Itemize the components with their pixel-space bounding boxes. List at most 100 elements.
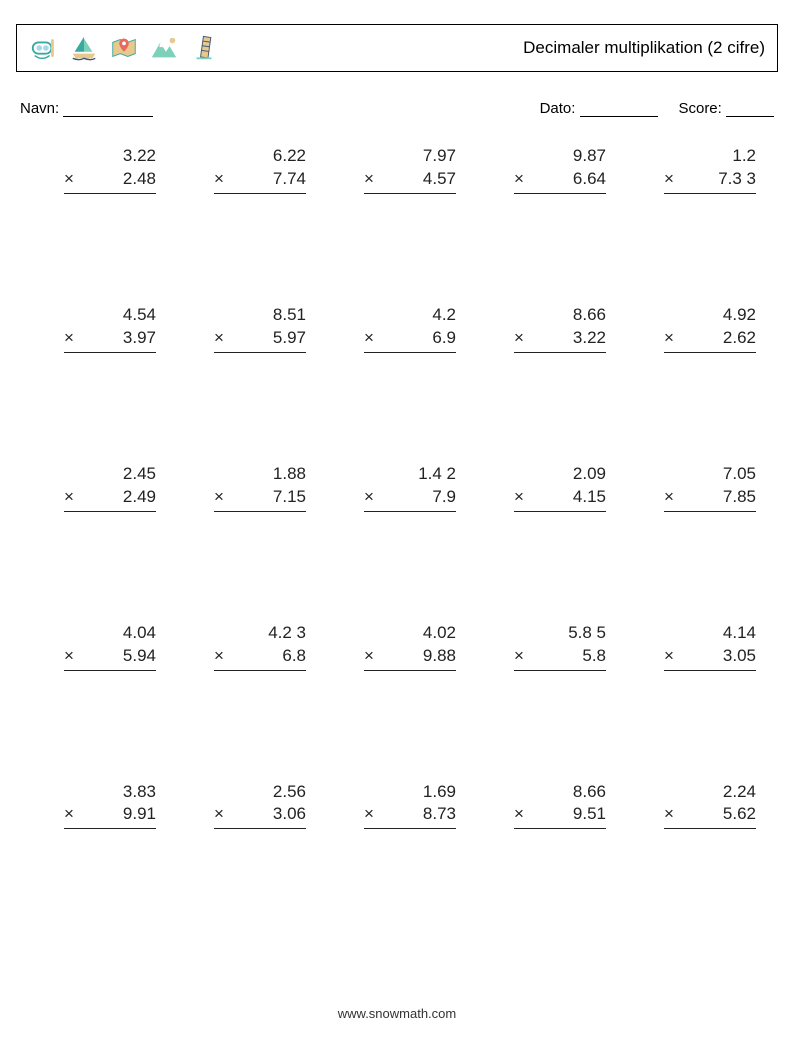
multiplication-problem: 5.8 5× 5.8 — [514, 622, 606, 671]
multiplicand: 4.14 — [664, 622, 756, 645]
multiplicand: 8.51 — [214, 304, 306, 327]
mountain-icon — [149, 33, 179, 63]
operator: × — [64, 327, 94, 350]
score-label: Score: — [678, 100, 721, 117]
score-blank — [726, 102, 774, 117]
multiplier: 4.57 — [423, 168, 456, 191]
multiplier-row: ×7.85 — [664, 486, 756, 512]
multiplier: 5.62 — [723, 803, 756, 826]
operator: × — [514, 327, 544, 350]
problem-cell: 8.51×5.97 — [172, 304, 322, 353]
multiplication-problem: 8.66×9.51 — [514, 781, 606, 830]
multiplier: 2.49 — [123, 486, 156, 509]
operator: × — [214, 327, 244, 350]
multiplier-row: ×9.51 — [514, 803, 606, 829]
multiplier: 6.64 — [573, 168, 606, 191]
multiplier-row: × 5.8 — [514, 645, 606, 671]
problem-cell: 8.66×9.51 — [472, 781, 622, 830]
multiplication-problem: 2.24×5.62 — [664, 781, 756, 830]
multiplicand: 9.87 — [514, 145, 606, 168]
date-blank — [580, 102, 658, 117]
name-blank — [63, 102, 153, 117]
multiplicand: 7.97 — [364, 145, 456, 168]
multiplicand: 4.2 — [364, 304, 456, 327]
snorkel-icon — [29, 33, 59, 63]
tower-icon — [189, 33, 219, 63]
multiplication-problem: 6.22×7.74 — [214, 145, 306, 194]
multiplier-row: ×2.48 — [64, 168, 156, 194]
problem-cell: 4.92×2.62 — [622, 304, 772, 353]
multiplication-problem: 2.45×2.49 — [64, 463, 156, 512]
problem-cell: 4.2 3×6.8 — [172, 622, 322, 671]
multiplier-row: × 6.8 — [214, 645, 306, 671]
multiplier: 7.15 — [273, 486, 306, 509]
multiplier-row: ×2.62 — [664, 327, 756, 353]
problem-cell: 1.88× 7.15 — [172, 463, 322, 512]
worksheet-header: Decimaler multiplikation (2 cifre) — [16, 24, 778, 72]
multiplicand: 1.88 — [214, 463, 306, 486]
multiplier-row: ×7.3 3 — [664, 168, 756, 194]
multiplier: 3.97 — [123, 327, 156, 350]
operator: × — [214, 486, 244, 509]
problem-cell: 1.69× 8.73 — [322, 781, 472, 830]
problem-cell: 4.54×3.97 — [22, 304, 172, 353]
multiplier: 8.73 — [423, 803, 456, 826]
multiplier-row: × 7.15 — [214, 486, 306, 512]
multiplication-problem: 8.51×5.97 — [214, 304, 306, 353]
multiplier-row: ×7.9 — [364, 486, 456, 512]
multiplication-problem: 8.66×3.22 — [514, 304, 606, 353]
multiplication-problem: 7.97× 4.57 — [364, 145, 456, 194]
operator: × — [214, 645, 244, 668]
operator: × — [664, 486, 694, 509]
multiplier: 3.05 — [723, 645, 756, 668]
multiplier: 9.51 — [573, 803, 606, 826]
multiplier: 4.15 — [573, 486, 606, 509]
multiplication-problem: 7.05×7.85 — [664, 463, 756, 512]
multiplier: 5.8 — [582, 645, 606, 668]
operator: × — [364, 168, 394, 191]
multiplier: 6.8 — [282, 645, 306, 668]
operator: × — [364, 803, 394, 826]
operator: × — [514, 645, 544, 668]
problem-cell: 2.45×2.49 — [22, 463, 172, 512]
multiplier: 5.94 — [123, 645, 156, 668]
multiplication-problem: 3.83×9.91 — [64, 781, 156, 830]
multiplier: 2.48 — [123, 168, 156, 191]
problem-cell: 2.24×5.62 — [622, 781, 772, 830]
multiplication-problem: 1.88× 7.15 — [214, 463, 306, 512]
multiplicand: 1.69 — [364, 781, 456, 804]
multiplicand: 4.04 — [64, 622, 156, 645]
name-label: Navn: — [20, 100, 59, 117]
problem-cell: 4.04×5.94 — [22, 622, 172, 671]
multiplication-problem: 4.02×9.88 — [364, 622, 456, 671]
multiplication-problem: 2.56×3.06 — [214, 781, 306, 830]
operator: × — [64, 486, 94, 509]
multiplicand: 2.56 — [214, 781, 306, 804]
multiplier: 7.9 — [432, 486, 456, 509]
problem-cell: 6.22×7.74 — [172, 145, 322, 194]
operator: × — [664, 645, 694, 668]
multiplier-row: ×3.22 — [514, 327, 606, 353]
multiplicand: 6.22 — [214, 145, 306, 168]
multiplication-problem: 4.2 3×6.8 — [214, 622, 306, 671]
multiplier-row: ×9.91 — [64, 803, 156, 829]
multiplication-problem: 4.2×6.9 — [364, 304, 456, 353]
multiplicand: 1.4 2 — [364, 463, 456, 486]
operator: × — [64, 803, 94, 826]
operator: × — [664, 168, 694, 191]
multiplication-problem: 3.22×2.48 — [64, 145, 156, 194]
multiplier: 9.88 — [423, 645, 456, 668]
operator: × — [214, 803, 244, 826]
problem-cell: 4.14× 3.05 — [622, 622, 772, 671]
problem-cell: 7.05×7.85 — [622, 463, 772, 512]
problem-cell: 9.87×6.64 — [472, 145, 622, 194]
multiplication-problem: 2.09×4.15 — [514, 463, 606, 512]
name-field: Navn: — [20, 100, 153, 117]
multiplier-row: × 8.73 — [364, 803, 456, 829]
operator: × — [214, 168, 244, 191]
footer-url: www.snowmath.com — [0, 1006, 794, 1021]
multiplicand: 5.8 5 — [514, 622, 606, 645]
multiplication-problem: 9.87×6.64 — [514, 145, 606, 194]
multiplier-row: ×7.74 — [214, 168, 306, 194]
multiplication-problem: 1.4 2×7.9 — [364, 463, 456, 512]
